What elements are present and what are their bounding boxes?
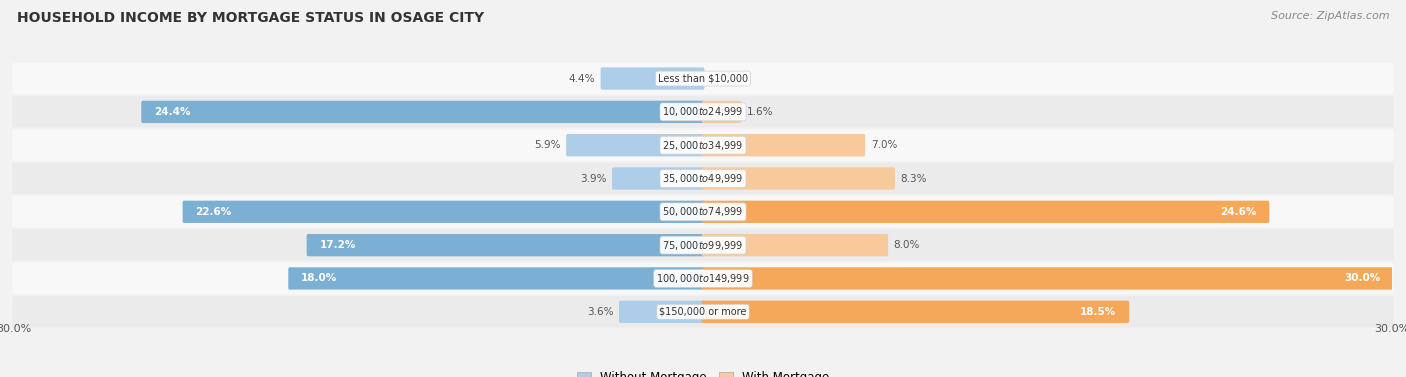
- FancyBboxPatch shape: [619, 300, 704, 323]
- Text: Less than $10,000: Less than $10,000: [658, 74, 748, 84]
- Text: Source: ZipAtlas.com: Source: ZipAtlas.com: [1271, 11, 1389, 21]
- Text: $150,000 or more: $150,000 or more: [659, 307, 747, 317]
- FancyBboxPatch shape: [307, 234, 704, 256]
- FancyBboxPatch shape: [13, 296, 1393, 328]
- FancyBboxPatch shape: [13, 96, 1393, 127]
- FancyBboxPatch shape: [702, 267, 1393, 290]
- Text: 7.0%: 7.0%: [870, 140, 897, 150]
- FancyBboxPatch shape: [567, 134, 704, 156]
- FancyBboxPatch shape: [13, 263, 1393, 294]
- Text: 30.0%: 30.0%: [1344, 273, 1381, 284]
- Text: $50,000 to $74,999: $50,000 to $74,999: [662, 205, 744, 218]
- FancyBboxPatch shape: [702, 300, 1129, 323]
- Text: HOUSEHOLD INCOME BY MORTGAGE STATUS IN OSAGE CITY: HOUSEHOLD INCOME BY MORTGAGE STATUS IN O…: [17, 11, 484, 25]
- Text: 3.9%: 3.9%: [581, 173, 606, 184]
- Legend: Without Mortgage, With Mortgage: Without Mortgage, With Mortgage: [572, 366, 834, 377]
- FancyBboxPatch shape: [13, 196, 1393, 227]
- Text: 1.6%: 1.6%: [747, 107, 773, 117]
- Text: 22.6%: 22.6%: [195, 207, 232, 217]
- FancyBboxPatch shape: [13, 163, 1393, 194]
- Text: 3.6%: 3.6%: [586, 307, 613, 317]
- FancyBboxPatch shape: [702, 101, 741, 123]
- FancyBboxPatch shape: [13, 63, 1393, 94]
- FancyBboxPatch shape: [13, 230, 1393, 261]
- FancyBboxPatch shape: [702, 167, 896, 190]
- FancyBboxPatch shape: [141, 101, 704, 123]
- Text: 24.6%: 24.6%: [1220, 207, 1257, 217]
- FancyBboxPatch shape: [288, 267, 704, 290]
- Text: 24.4%: 24.4%: [155, 107, 191, 117]
- Text: 30.0%: 30.0%: [0, 324, 32, 334]
- Text: $10,000 to $24,999: $10,000 to $24,999: [662, 106, 744, 118]
- Text: 4.4%: 4.4%: [568, 74, 595, 84]
- Text: 8.3%: 8.3%: [900, 173, 927, 184]
- FancyBboxPatch shape: [702, 134, 865, 156]
- Text: $35,000 to $49,999: $35,000 to $49,999: [662, 172, 744, 185]
- Text: $100,000 to $149,999: $100,000 to $149,999: [657, 272, 749, 285]
- Text: 30.0%: 30.0%: [1374, 324, 1406, 334]
- Text: 18.0%: 18.0%: [301, 273, 337, 284]
- Text: 5.9%: 5.9%: [534, 140, 561, 150]
- Text: 17.2%: 17.2%: [319, 240, 356, 250]
- Text: $25,000 to $34,999: $25,000 to $34,999: [662, 139, 744, 152]
- Text: 18.5%: 18.5%: [1080, 307, 1116, 317]
- FancyBboxPatch shape: [702, 201, 1270, 223]
- FancyBboxPatch shape: [13, 130, 1393, 161]
- Text: 8.0%: 8.0%: [894, 240, 920, 250]
- FancyBboxPatch shape: [702, 234, 889, 256]
- Text: $75,000 to $99,999: $75,000 to $99,999: [662, 239, 744, 251]
- FancyBboxPatch shape: [600, 67, 704, 90]
- FancyBboxPatch shape: [183, 201, 704, 223]
- FancyBboxPatch shape: [612, 167, 704, 190]
